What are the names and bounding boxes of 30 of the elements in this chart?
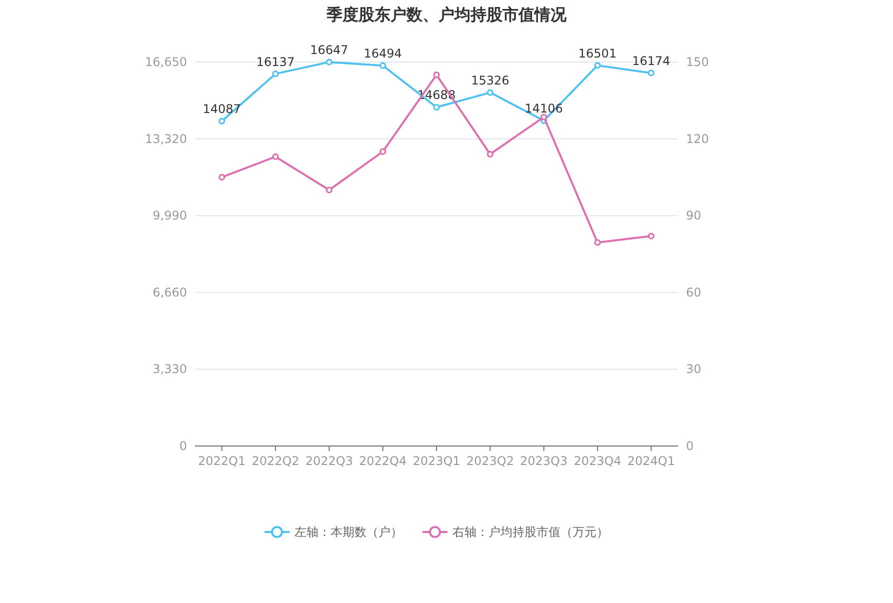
x-tick-label: 2022Q2 <box>252 454 300 468</box>
data-label: 16647 <box>310 43 348 58</box>
x-tick-label: 2024Q1 <box>627 454 675 468</box>
y-tick-label: 3,330 <box>152 362 187 376</box>
x-tick-label: 2022Q3 <box>305 454 353 468</box>
x-tick-label: 2023Q3 <box>520 454 568 468</box>
y2-tick-label: 0 <box>686 439 694 453</box>
legend-label: 右轴：户均持股市值（万元） <box>452 525 608 539</box>
x-tick-label: 2023Q1 <box>412 454 460 468</box>
x-tick-label: 2022Q4 <box>359 454 407 468</box>
data-label: 16501 <box>578 46 617 60</box>
y2-tick-label: 60 <box>686 285 702 300</box>
data-label: 16494 <box>364 46 402 61</box>
x-tick-label: 2023Q4 <box>574 454 622 468</box>
data-label: 16137 <box>256 54 295 69</box>
y2-tick-label: 90 <box>686 208 702 223</box>
data-label: 16174 <box>632 54 670 68</box>
y2-tick-label: 30 <box>686 362 702 376</box>
y-tick-label: 16,650 <box>145 55 187 69</box>
y-tick-label: 0 <box>179 439 187 453</box>
y-tick-label: 13,320 <box>145 132 187 146</box>
chart-title: 季度股东户数、户均持股市值情况 <box>326 5 568 24</box>
legend-label: 左轴：本期数（户） <box>294 525 402 539</box>
y-tick-label: 6,660 <box>152 285 187 300</box>
x-tick-label: 2023Q2 <box>466 454 514 468</box>
y2-tick-label: 150 <box>686 55 709 69</box>
data-label: 15326 <box>471 74 510 88</box>
y2-tick-label: 120 <box>686 132 709 146</box>
y-tick-label: 9,990 <box>152 208 187 223</box>
x-tick-label: 2022Q1 <box>198 454 246 468</box>
